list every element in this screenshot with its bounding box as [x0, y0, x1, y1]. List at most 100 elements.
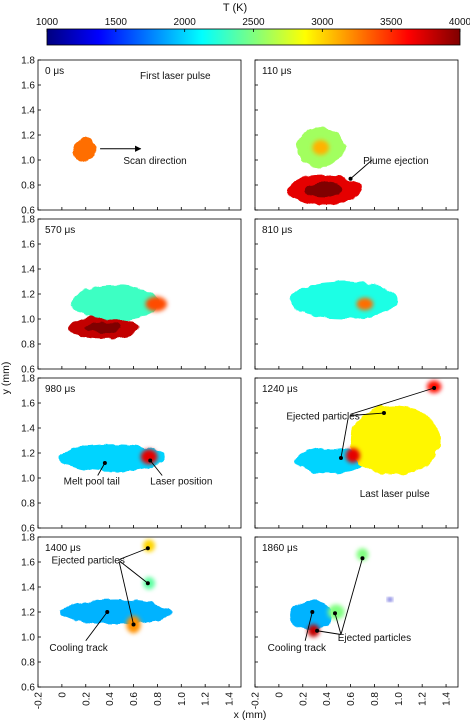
heatmap-area — [295, 380, 442, 476]
colorbar-tick-label: 3500 — [380, 17, 403, 28]
y-tick-label: 0.8 — [21, 340, 35, 351]
y-tick-label: 1.4 — [21, 424, 35, 435]
leader-dot — [105, 610, 110, 614]
temperature-blob — [349, 405, 441, 476]
colorbar-tick-label: 1000 — [36, 17, 59, 28]
panel: 0.6 0.8 1.0 1.2 1.4 1.6 1.8 -0.2 0 0.2 0.4 0.6 0.8 1.… — [21, 533, 242, 709]
x-tick-label: 0.2 — [298, 692, 309, 706]
time-label: 1240 μs — [262, 384, 298, 395]
colorbar: T (K) 1000 1500 2000 2500 3000 3500 4000 — [36, 2, 470, 46]
time-label: 980 μs — [45, 384, 75, 395]
y-tick-label: 1.0 — [21, 474, 35, 485]
temperature-blob — [356, 548, 369, 561]
annotation-leader — [350, 159, 373, 180]
annotation-leader — [118, 560, 149, 584]
y-tick-label: 1.8 — [21, 374, 35, 385]
y-tick-label: 1.6 — [21, 399, 35, 410]
y-tick-label: 0.6 — [21, 683, 35, 694]
x-tick-label: 0.6 — [129, 692, 140, 706]
annotation-leader — [350, 412, 384, 416]
x-tick-label: 0 — [274, 692, 285, 698]
x-tick-label: 0.6 — [346, 692, 357, 706]
annotation-label: Laser position — [150, 477, 212, 488]
colorbar-tick-label: 2500 — [242, 17, 265, 28]
y-tick-label: 0.8 — [21, 658, 35, 669]
panel-background — [255, 537, 458, 687]
x-tick-label: 1.0 — [394, 692, 405, 706]
y-tick-label: 1.8 — [21, 533, 35, 544]
spatter-core — [86, 322, 121, 334]
leader-dot — [348, 176, 353, 181]
heatmap-area — [289, 281, 398, 319]
temperature-blob — [59, 444, 165, 472]
annotation-leader — [85, 611, 108, 642]
temperature-blob — [345, 448, 361, 463]
annotation-leader — [334, 613, 342, 635]
temperature-blob — [307, 624, 320, 637]
colorbar-ticks: 1000 1500 2000 2500 3000 3500 4000 — [36, 17, 470, 32]
panel: 0.6 0.8 1.0 1.2 1.4 1.6 1.8 0 μs First laser pul… — [21, 56, 242, 217]
time-label: 1400 μs — [45, 543, 81, 554]
x-tick-label: 1.2 — [418, 692, 429, 706]
temperature-blob — [73, 137, 96, 163]
temperature-blob — [140, 449, 158, 465]
annotation-label: Plume ejection — [363, 156, 429, 167]
annotation-label: Ejected particles — [286, 412, 359, 423]
annotation-label: First laser pulse — [140, 71, 211, 82]
y-tick-label: 1.4 — [21, 265, 35, 276]
heatmap-area — [69, 285, 167, 339]
y-tick-label: 1.6 — [21, 240, 35, 251]
annotation-label: Cooling track — [49, 643, 108, 654]
heatmap-area — [59, 444, 165, 472]
heatmap-area — [73, 137, 96, 163]
panel: 0.6 0.8 1.0 1.2 1.4 1.6 1.8 570 μs — [21, 215, 242, 376]
annotation-leader — [340, 417, 349, 459]
annotation-label: Last laser pulse — [360, 489, 430, 500]
leader-dot — [333, 611, 338, 616]
leader-dot — [145, 546, 150, 551]
temperature-blob — [356, 297, 374, 311]
y-tick-label: 1.6 — [21, 81, 35, 92]
y-tick-label: 1.8 — [21, 56, 35, 67]
temperature-blob — [145, 296, 167, 312]
x-tick-label: 0.8 — [153, 692, 164, 706]
y-tick-label: 1.2 — [21, 131, 35, 142]
leader-dot — [102, 461, 107, 465]
annotation-leader — [97, 462, 106, 476]
y-tick-label: 1.2 — [21, 290, 35, 301]
panel: 810 μs — [254, 218, 459, 370]
leader-dot — [310, 610, 315, 614]
annotation-leader — [149, 460, 163, 476]
leader-dot — [381, 411, 386, 415]
leader-dot — [145, 581, 150, 586]
temperature-blob — [60, 599, 171, 625]
x-tick-label: 0.2 — [81, 692, 92, 706]
annotation-label: Ejected particles — [51, 556, 124, 567]
annotation-label: Scan direction — [123, 156, 186, 167]
panel: 1240 μs Ejected particles Last laser pulse — [254, 377, 459, 529]
leader-dot — [315, 628, 320, 633]
colorbar-tick-label: 3000 — [311, 17, 334, 28]
x-tick-label: 1.0 — [177, 692, 188, 706]
y-tick-label: 1.2 — [21, 608, 35, 619]
colorbar-tick-label: 4000 — [449, 17, 470, 28]
y-tick-label: 0.6 — [21, 206, 35, 217]
y-axis-label: y (mm) — [0, 362, 12, 395]
annotation-leader — [304, 611, 313, 641]
x-axis-label: x (mm) — [234, 709, 267, 721]
x-tick-label: 1.4 — [225, 692, 236, 706]
panel-background — [38, 60, 241, 210]
y-tick-label: 1.4 — [21, 583, 35, 594]
panel-grid: 0.6 0.8 1.0 1.2 1.4 1.6 1.8 0 μs First laser pul… — [21, 56, 459, 709]
colorbar-tick-label: 2000 — [174, 17, 197, 28]
x-tick-label: 1.4 — [442, 692, 453, 706]
leader-dot — [148, 458, 153, 463]
leader-dot — [432, 386, 437, 390]
annotation-leader — [350, 387, 435, 415]
y-tick-label: 1.2 — [21, 449, 35, 460]
y-tick-label: 1.0 — [21, 315, 35, 326]
annotation-leader — [119, 547, 149, 560]
annotation-leader — [118, 561, 134, 625]
panel: 0.6 0.8 1.0 1.2 1.4 1.6 1.8 980 μs Melt pool tai… — [21, 374, 242, 535]
